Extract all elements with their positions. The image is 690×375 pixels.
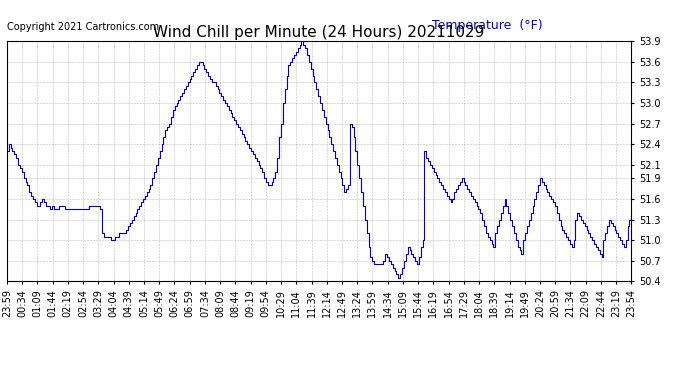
Text: Copyright 2021 Cartronics.com: Copyright 2021 Cartronics.com (7, 22, 159, 32)
Title: Wind Chill per Minute (24 Hours) 20211029: Wind Chill per Minute (24 Hours) 2021102… (153, 25, 485, 40)
Text: Temperature  (°F): Temperature (°F) (431, 19, 542, 32)
